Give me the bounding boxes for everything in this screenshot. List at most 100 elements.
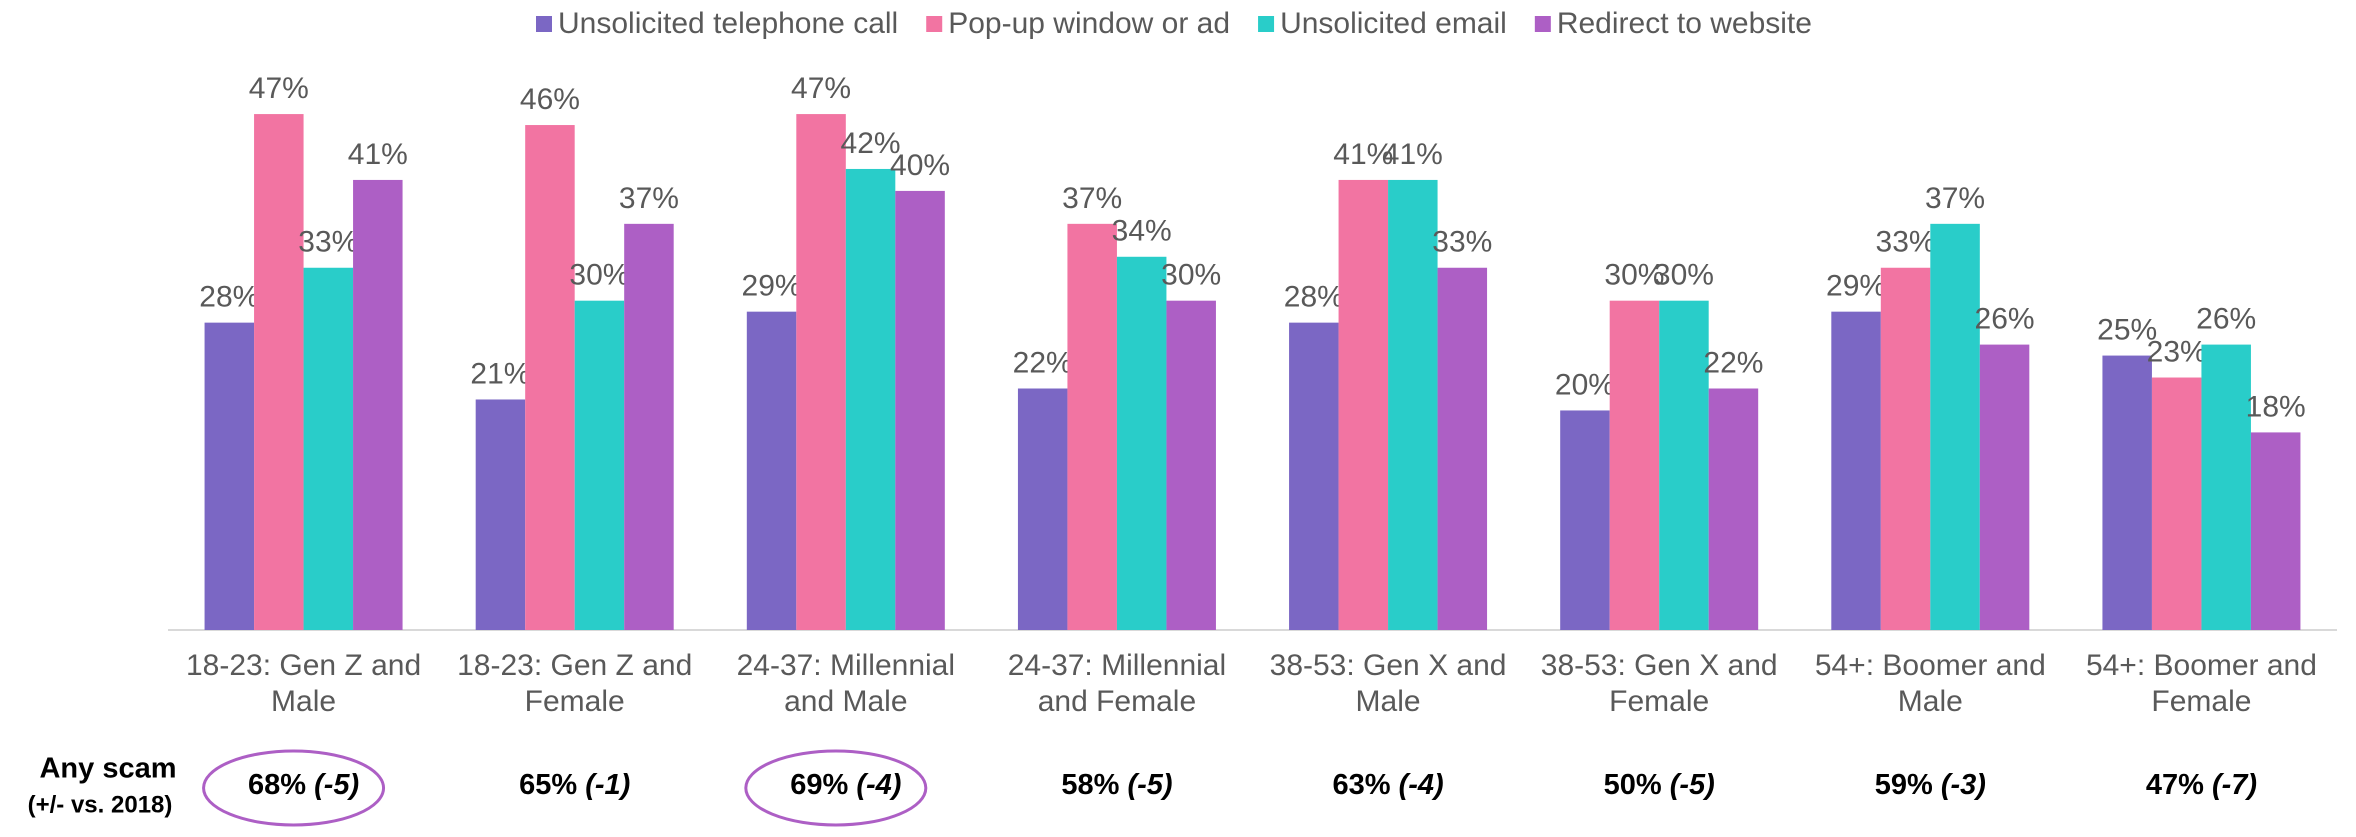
- x-tick-label: Female: [2151, 685, 2251, 718]
- highlight-circle: [202, 749, 386, 827]
- bar: [845, 168, 896, 630]
- any-scam-change: (-1): [585, 769, 630, 801]
- bar: [1880, 267, 1931, 630]
- any-scam-percent: 63%: [1332, 769, 1390, 801]
- bar: [1609, 300, 1660, 630]
- value-label: 28%: [199, 281, 259, 314]
- value-label: 41%: [1383, 138, 1443, 171]
- x-tick-label: Male: [1356, 685, 1421, 718]
- any-scam-value: 59% (-3): [1875, 769, 1986, 801]
- legend-label: Redirect to website: [1557, 7, 1812, 40]
- bar: [574, 300, 625, 630]
- value-label: 26%: [2196, 303, 2256, 336]
- bar: [1017, 388, 1068, 630]
- bar: [353, 179, 403, 631]
- any-scam-label: Any scam: [39, 753, 176, 785]
- x-tick-label: 54+: Boomer and: [2086, 649, 2317, 682]
- x-tick-label: Female: [525, 685, 625, 718]
- value-label: 37%: [619, 182, 679, 215]
- value-label: 42%: [841, 127, 901, 160]
- value-label: 33%: [1876, 226, 1936, 259]
- bar: [2250, 432, 2301, 630]
- bar: [1708, 388, 1759, 630]
- legend-label: Unsolicited telephone call: [558, 7, 898, 40]
- any-scam-change: (-4): [1399, 769, 1444, 801]
- value-label: 23%: [2147, 335, 2207, 368]
- legend-swatch: [1258, 16, 1275, 32]
- any-scam-percent: 47%: [2146, 769, 2204, 801]
- value-label: 30%: [1654, 259, 1714, 292]
- value-label: 30%: [1604, 259, 1664, 292]
- highlight-circle: [744, 749, 928, 827]
- any-scam-percent: 65%: [519, 769, 577, 801]
- value-label: 22%: [1013, 346, 1073, 379]
- any-scam-change: (-4): [856, 769, 901, 801]
- bar: [796, 114, 846, 631]
- x-tick-label: 54+: Boomer and: [1815, 649, 2046, 682]
- bar: [1338, 179, 1389, 631]
- value-label: 37%: [1925, 182, 1985, 215]
- value-label: 25%: [2097, 313, 2157, 346]
- value-label: 29%: [742, 270, 802, 303]
- any-scam-value: 50% (-5): [1604, 769, 1715, 801]
- bar: [303, 267, 354, 630]
- bar: [1116, 256, 1167, 630]
- value-label: 34%: [1112, 215, 1172, 248]
- legend-swatch: [536, 16, 552, 32]
- bar: [525, 125, 575, 631]
- x-tick-label: 38-53: Gen X and: [1541, 649, 1778, 682]
- value-label: 41%: [348, 138, 408, 171]
- legend-label: Pop-up window or ad: [948, 7, 1230, 40]
- x-tick-label: Male: [271, 685, 336, 718]
- any-scam-change: (-5): [1670, 769, 1715, 801]
- x-tick-label: and Female: [1038, 685, 1196, 718]
- any-scam-change: (-7): [2212, 769, 2257, 801]
- any-scam-value: 68% (-5): [248, 769, 359, 801]
- bar: [895, 190, 945, 630]
- bar: [1437, 267, 1488, 630]
- any-scam-value: 47% (-7): [2146, 769, 2257, 801]
- x-tick-label: 24-37: Millennial: [1008, 649, 1226, 682]
- x-tick-label: Male: [1898, 685, 1963, 718]
- any-scam-value: 69% (-4): [790, 769, 901, 801]
- any-scam-change: (-3): [1941, 769, 1986, 801]
- legend-swatch: [1534, 16, 1551, 32]
- any-scam-percent: 68%: [248, 769, 306, 801]
- value-label: 26%: [1975, 303, 2035, 336]
- value-label: 47%: [249, 72, 309, 105]
- bar: [1166, 300, 1216, 630]
- any-scam-percent: 50%: [1604, 769, 1662, 801]
- value-label: 18%: [2246, 390, 2306, 423]
- x-tick-label: 24-37: Millennial: [737, 649, 955, 682]
- value-label: 29%: [1826, 270, 1886, 303]
- bar: [2201, 344, 2251, 630]
- value-label: 37%: [1062, 182, 1122, 215]
- bar: [254, 114, 304, 631]
- value-label: 41%: [1333, 138, 1393, 171]
- bar: [1930, 223, 1980, 630]
- x-tick-label: Female: [1609, 685, 1709, 718]
- value-label: 33%: [298, 226, 358, 259]
- any-scam-percent: 69%: [790, 769, 848, 801]
- value-label: 46%: [520, 83, 580, 116]
- bar: [624, 223, 674, 630]
- value-label: 33%: [1432, 226, 1492, 259]
- bar: [2151, 377, 2202, 630]
- any-scam-percent: 59%: [1875, 769, 1933, 801]
- x-tick-label: 38-53: Gen X and: [1270, 649, 1507, 682]
- any-scam-change: (-5): [1127, 769, 1172, 801]
- value-label: 40%: [890, 149, 950, 182]
- value-label: 47%: [791, 72, 851, 105]
- bar: [1831, 311, 1881, 630]
- bar: [1289, 322, 1339, 630]
- value-label: 28%: [1284, 281, 1344, 314]
- bar: [2102, 355, 2152, 630]
- bar: [475, 399, 526, 630]
- any-scam-value: 58% (-5): [1061, 769, 1172, 801]
- value-label: 20%: [1555, 368, 1615, 401]
- value-label: 30%: [1161, 259, 1221, 292]
- bar: [1659, 300, 1709, 630]
- bar: [1388, 179, 1438, 631]
- value-label: 21%: [470, 357, 530, 390]
